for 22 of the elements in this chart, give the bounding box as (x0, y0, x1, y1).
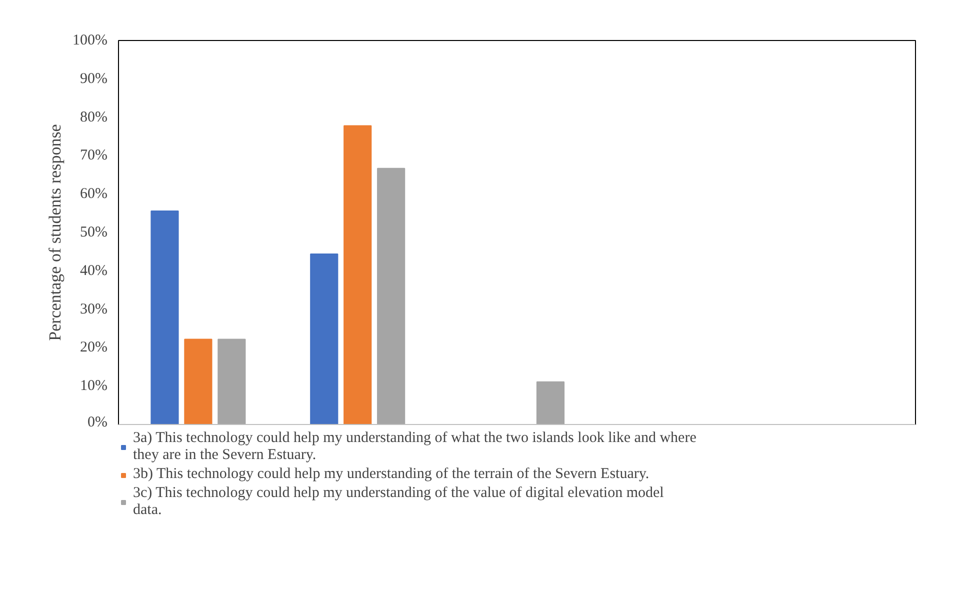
y-axis-title: Percentage of students response (46, 124, 65, 341)
y-tick-label: 30% (80, 301, 108, 318)
y-tick-label: 40% (80, 262, 108, 279)
legend-label: 3b) This technology could help my understanding of the terrain of the Severn Estuary. (133, 466, 650, 483)
y-tick-label: 90% (80, 70, 108, 87)
bar (218, 338, 246, 424)
bar (310, 254, 338, 424)
bar (377, 168, 406, 424)
y-tick-label: 80% (80, 109, 108, 126)
bar (184, 338, 212, 424)
bar (536, 381, 565, 424)
legend-label: 3c) This technology could help my understanding of the value of digital elevation model data. (133, 485, 664, 519)
legend-label: 3a) This technology could help my understanding of what the two islands look like and where they are in the Severn Estuary. (133, 430, 696, 464)
y-tick-label: 70% (80, 148, 108, 164)
y-tick-label: 60% (80, 186, 108, 202)
bar (344, 125, 372, 424)
y-tick-label: 20% (80, 340, 108, 356)
bar (150, 210, 179, 424)
y-tick-label: 50% (80, 224, 108, 240)
y-tick-label: 0% (88, 414, 108, 430)
y-tick-label: 100% (72, 32, 108, 48)
y-tick-label: 10% (80, 378, 108, 394)
